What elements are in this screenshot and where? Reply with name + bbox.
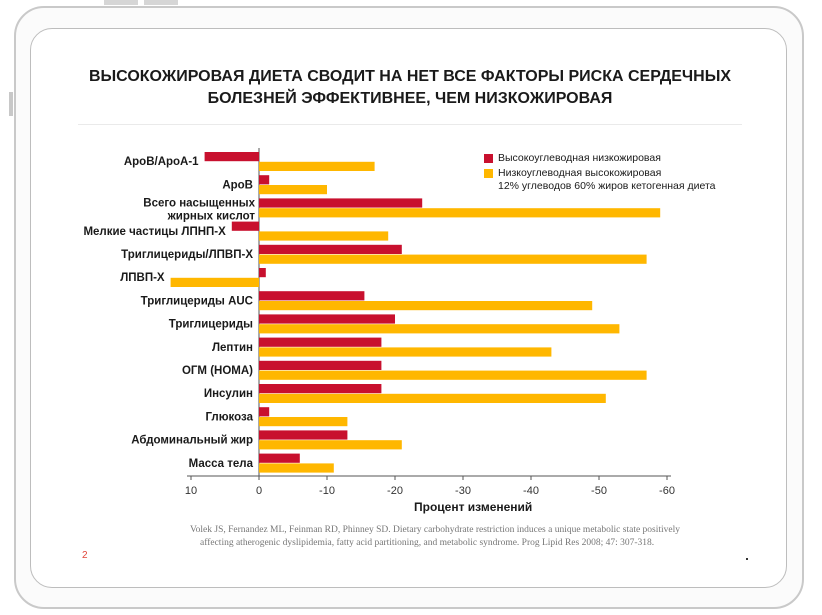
bar-low-carb (259, 393, 606, 403)
legend-label-high-carb: Высокоуглеводная низкожировая (498, 152, 661, 164)
category-label: ЛПВП-Х (120, 272, 165, 284)
chart-title-line1: ВЫСОКОЖИРОВАЯ ДИЕТА СВОДИТ НА НЕТ ВСЕ ФА… (88, 68, 732, 85)
category-label: Лептин (212, 342, 253, 354)
legend-item-high-carb: Высокоуглеводная низкожировая (484, 152, 716, 165)
x-tick-label: -60 (659, 485, 675, 497)
bar-high-carb (231, 221, 259, 231)
legend-swatch-red (484, 154, 493, 163)
category-label: Масса тела (189, 458, 254, 470)
bar-low-carb (259, 463, 334, 473)
bar-low-carb (259, 324, 620, 334)
bar-high-carb (259, 430, 348, 440)
bar-low-carb (259, 347, 552, 357)
x-tick-label: -40 (523, 485, 539, 497)
citation-line1: Volek JS, Fernandez ML, Feinman RD, Phin… (190, 525, 681, 535)
category-label: Абдоминальный жир (131, 435, 253, 447)
corner-dot (746, 558, 748, 560)
category-label: ApoB/ApoA-1 (124, 156, 199, 168)
bar-high-carb (259, 407, 270, 417)
bar-low-carb (170, 277, 259, 287)
bar-high-carb (259, 337, 382, 347)
page-number: 2 (82, 550, 88, 561)
chart-title-line2: БОЛЕЗНЕЙ ЭФФЕКТИВНЕЕ, ЧЕМ НИЗКОЖИРОВАЯ (207, 90, 613, 107)
top-tab-mark-2 (144, 0, 178, 5)
chart-title: ВЫСОКОЖИРОВАЯ ДИЕТА СВОДИТ НА НЕТ ВСЕ ФА… (40, 66, 780, 110)
category-label: Мелкие частицы ЛПНП-Х (83, 226, 226, 238)
x-tick-label: -30 (455, 485, 471, 497)
category-label: Инсулин (204, 388, 253, 400)
bar-high-carb (259, 384, 382, 394)
side-mark (9, 92, 13, 116)
x-tick-label: 0 (256, 485, 262, 497)
category-label: Триглицериды AUC (141, 295, 253, 307)
bar-high-carb (259, 244, 402, 254)
category-label: Глюкоза (205, 411, 253, 423)
x-axis-label: Процент изменений (414, 500, 533, 514)
citation-line2: affecting atherogenic dyslipidemia, fatt… (200, 538, 655, 548)
bar-high-carb (259, 175, 270, 185)
bar-low-carb (259, 301, 593, 311)
bar-low-carb (259, 185, 327, 195)
category-label: Триглицериды (169, 319, 253, 331)
legend-item-low-carb: Низкоуглеводная высокожировая 12% углево… (484, 167, 716, 193)
title-divider (78, 124, 742, 125)
x-tick-label: -50 (591, 485, 607, 497)
category-label: ApoB (222, 179, 253, 191)
category-label: ОГМ (HOMA) (182, 365, 253, 377)
category-label: Триглицериды/ЛПВП-Х (121, 249, 253, 261)
bar-high-carb (259, 453, 300, 463)
bar-high-carb (259, 360, 382, 370)
bar-high-carb (259, 268, 266, 278)
top-tab-mark-1 (104, 0, 138, 5)
bar-low-carb (259, 231, 389, 241)
x-tick-label: -10 (319, 485, 335, 497)
bar-low-carb (259, 370, 647, 380)
x-tick-label: -20 (387, 485, 403, 497)
chart-legend: Высокоуглеводная низкожировая Низкоуглев… (484, 152, 716, 195)
legend-label-low-carb-line2: 12% углеводов 60% жиров кетогенная диета (498, 180, 716, 192)
bar-low-carb (259, 254, 647, 264)
bar-low-carb (259, 440, 402, 450)
bar-high-carb (204, 152, 259, 162)
x-tick-label: 10 (185, 485, 197, 497)
bar-high-carb (259, 314, 395, 324)
category-label: жирных кислот (167, 211, 256, 223)
bar-high-carb (259, 291, 365, 301)
bar-low-carb (259, 208, 661, 218)
category-label: Всего насыщенных (143, 198, 255, 210)
legend-swatch-orange (484, 169, 493, 178)
bar-low-carb (259, 161, 375, 171)
bar-high-carb (259, 198, 423, 208)
bar-low-carb (259, 417, 348, 427)
legend-label-low-carb-line1: Низкоуглеводная высокожировая (498, 167, 662, 179)
citation: Volek JS, Fernandez ML, Feinman RD, Phin… (190, 524, 750, 550)
